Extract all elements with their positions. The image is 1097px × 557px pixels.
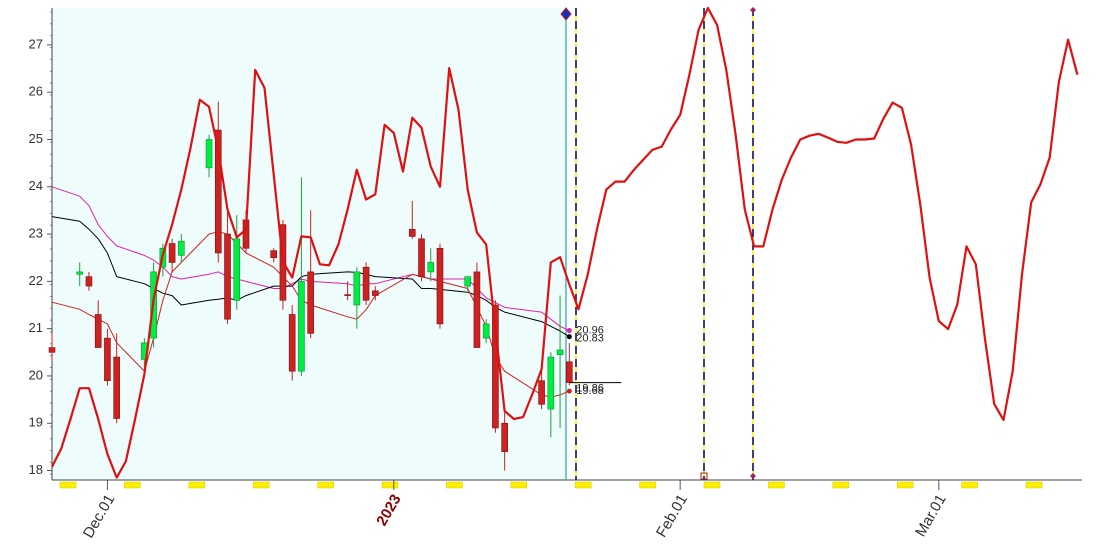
ma-end-marker	[566, 334, 572, 340]
candle-body	[85, 276, 93, 287]
week-marker	[188, 481, 206, 489]
week-marker	[703, 481, 721, 489]
x-tick-label: 2023	[373, 491, 404, 528]
last-close-label: 19.86	[576, 382, 604, 394]
candle-body	[298, 281, 305, 372]
candle-body	[178, 240, 185, 256]
y-tick-label: 27	[29, 36, 43, 51]
candle-body	[492, 304, 499, 429]
y-tick-label: 25	[29, 131, 43, 146]
week-marker	[381, 481, 399, 489]
ma-line	[51, 216, 570, 338]
y-tick-label: 21	[29, 320, 43, 335]
candle-body	[168, 243, 176, 263]
ma-end-label: 19.68	[576, 385, 604, 397]
candle-body	[408, 229, 416, 237]
history-background	[52, 8, 566, 480]
y-tick-label: 24	[29, 178, 43, 193]
candle-body	[538, 380, 545, 405]
y-tick-label: 18	[29, 462, 43, 477]
x-tick-label: Feb.01	[653, 491, 691, 540]
candle-body	[482, 323, 490, 339]
candle-body	[566, 361, 573, 383]
week-marker	[124, 481, 141, 489]
week-marker	[639, 481, 656, 489]
week-marker	[768, 481, 785, 489]
candle-body	[547, 356, 555, 410]
candle-body	[427, 262, 435, 273]
event-marker	[700, 472, 708, 480]
week-marker	[832, 481, 850, 489]
candle-body	[307, 271, 314, 334]
candle-body	[372, 290, 379, 296]
ma-end-marker	[566, 388, 572, 394]
week-marker	[446, 481, 463, 489]
candle-body	[436, 247, 444, 325]
candle-body	[288, 314, 296, 372]
week-marker	[59, 481, 77, 489]
y-tick-label: 22	[29, 273, 43, 288]
candle-body	[501, 422, 508, 452]
candle-body	[233, 238, 241, 301]
event-marker	[750, 7, 756, 13]
candle-body	[94, 314, 102, 348]
ma-end-label: 20.83	[576, 333, 604, 345]
y-tick-label: 26	[29, 84, 43, 99]
ma-end-label: 20.96	[576, 324, 604, 336]
candle-body	[104, 337, 111, 381]
week-marker	[510, 481, 528, 489]
candle-body	[362, 266, 370, 301]
week-marker	[1025, 481, 1043, 489]
now-marker	[560, 7, 572, 21]
y-tick-label: 23	[29, 226, 43, 241]
week-marker	[317, 481, 334, 489]
week-marker	[896, 481, 914, 489]
candle-body	[48, 347, 56, 353]
week-marker	[574, 481, 592, 489]
x-tick-label: Mar.01	[912, 491, 950, 539]
y-tick-label: 19	[29, 415, 43, 430]
y-tick-label: 20	[29, 367, 43, 382]
candle-body	[205, 139, 213, 169]
candle-body	[344, 294, 351, 296]
candle-body	[270, 250, 278, 259]
event-marker	[750, 473, 756, 479]
week-marker	[961, 481, 978, 489]
candle-body	[473, 271, 481, 348]
candle-body	[353, 271, 361, 306]
candle-body	[464, 276, 471, 287]
candle-body	[76, 271, 84, 275]
forecast-line	[51, 6, 1079, 479]
candle-body	[418, 238, 425, 277]
candle-body	[214, 129, 222, 254]
x-tick-label: Dec.01	[80, 491, 118, 541]
candle-body	[556, 349, 564, 355]
candle-body	[113, 356, 120, 419]
week-marker	[252, 481, 270, 489]
ma-end-marker	[566, 328, 572, 334]
candle-body	[224, 233, 231, 320]
